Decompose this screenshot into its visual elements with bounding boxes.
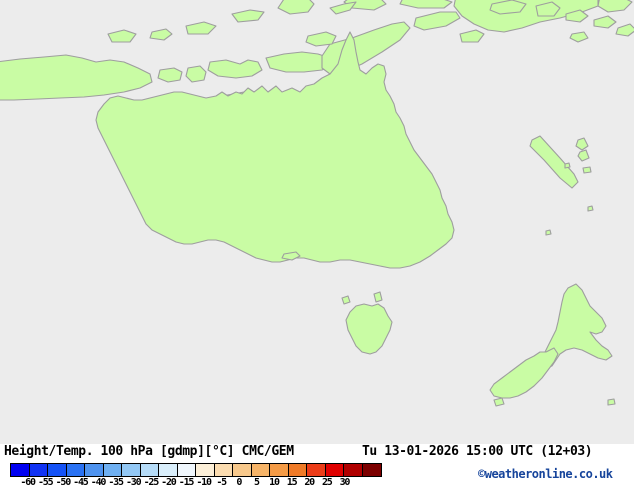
colorbar-tick--15: -15 — [178, 477, 195, 488]
colorbar-tick-5: 5 — [253, 477, 260, 488]
land-king-island — [341, 295, 351, 305]
colorbar-tick-20: 20 — [304, 477, 315, 488]
land-sumbawa — [207, 59, 263, 79]
colorbar-tick--45: -45 — [73, 477, 89, 488]
colorbar-tick-15: 15 — [286, 477, 298, 488]
colorbar-tick-30: 30 — [339, 477, 351, 488]
land-nz-stewart-island — [493, 397, 505, 407]
land-small-island-d — [231, 9, 265, 23]
colorbar-swatch-9 — [177, 464, 196, 476]
land-australia-mainland — [95, 31, 455, 269]
colorbar-swatch-19 — [362, 464, 381, 476]
colorbar-tick--25: -25 — [143, 477, 160, 488]
legend-title: Height/Temp. 100 hPa [gdmp][°C] CMC/GEM — [4, 444, 294, 459]
land-micro-island-b — [587, 205, 594, 212]
colorbar-swatch-6 — [122, 464, 141, 476]
colorbar-swatch-4 — [85, 464, 104, 476]
map-canvas[interactable] — [0, 0, 634, 444]
colorbar-tick--20: -20 — [161, 477, 177, 488]
land-tasmania — [345, 303, 393, 355]
land-micro-island-a — [545, 229, 552, 236]
colorbar-swatch-14 — [270, 464, 289, 476]
colorbar-swatch-2 — [48, 464, 67, 476]
colorbar-tick--60: -60 — [20, 477, 36, 488]
colorbar-swatch-17 — [325, 464, 344, 476]
landmasses — [0, 0, 634, 407]
colorbar-tick-25: 25 — [321, 477, 333, 488]
land-flinders-island — [373, 291, 383, 303]
colorbar-swatch-10 — [196, 464, 215, 476]
land-aru — [459, 29, 485, 43]
land-bougainville — [535, 1, 561, 17]
land-fiji-dot — [582, 166, 592, 174]
land-micro-island-c — [564, 162, 571, 169]
land-wetar — [413, 11, 461, 31]
land-lombok — [185, 65, 207, 83]
land-solomon-c — [615, 23, 634, 37]
colorbar-swatch-13 — [251, 464, 270, 476]
land-chatham-dot — [607, 398, 616, 406]
land-kangaroo-island — [281, 251, 301, 261]
map-graphic[interactable] — [0, 0, 634, 444]
colorbar-tick--5: -5 — [216, 477, 227, 488]
land-bali — [157, 67, 183, 83]
copyright-credit: ©weatheronline.co.uk — [478, 467, 613, 481]
land-nz-north-island — [541, 283, 613, 369]
colorbar-tick--35: -35 — [108, 477, 124, 488]
colorbar[interactable]: -60 -55 -50 -45 -40 -35 -30 -25 -20 -15 -10 -5 0 5 10 1… — [10, 463, 382, 489]
land-seram — [399, 0, 453, 9]
colorbar-tick-labels: -60 -55 -50 -45 -40 -35 -30 -25 -20 -15 -10 -5 0 5 10 1… — [10, 477, 362, 489]
colorbar-swatch-0 — [11, 464, 30, 476]
land-png-east — [597, 0, 633, 13]
land-java — [0, 54, 153, 101]
colorbar-tick--55: -55 — [37, 477, 54, 488]
colorbar-swatch-15 — [288, 464, 307, 476]
legend-footer: Height/Temp. 100 hPa [gdmp][°C] CMC/GEM … — [0, 444, 634, 490]
colorbar-tick-10: 10 — [269, 477, 280, 488]
land-sulawesi-tip — [277, 0, 315, 15]
colorbar-tick--30: -30 — [125, 477, 142, 488]
land-solomon-d — [569, 31, 589, 43]
colorbar-swatches[interactable] — [10, 463, 382, 477]
land-new-guinea-tail — [329, 1, 357, 15]
land-small-island-b — [149, 28, 173, 41]
colorbar-swatch-1 — [29, 464, 48, 476]
colorbar-swatch-11 — [214, 464, 233, 476]
land-small-island-a — [107, 29, 137, 43]
land-vanuatu-b — [577, 149, 590, 162]
land-alor — [305, 31, 337, 47]
colorbar-tick--50: -50 — [55, 477, 72, 488]
colorbar-swatch-18 — [344, 464, 363, 476]
legend-datetime: Tu 13-01-2026 15:00 UTC (12+03) — [362, 444, 593, 459]
colorbar-tick-0: 0 — [236, 477, 242, 488]
land-small-island-c — [185, 21, 217, 35]
colorbar-tick--40: -40 — [90, 477, 107, 488]
colorbar-tick--10: -10 — [196, 477, 212, 488]
colorbar-swatch-8 — [159, 464, 178, 476]
colorbar-swatch-3 — [66, 464, 85, 476]
land-new-caledonia — [529, 135, 579, 189]
land-solomon-b — [593, 15, 617, 29]
land-solomon-a — [565, 9, 589, 23]
colorbar-swatch-12 — [233, 464, 252, 476]
land-vanuatu-a — [575, 137, 589, 151]
colorbar-swatch-7 — [140, 464, 159, 476]
colorbar-swatch-16 — [307, 464, 326, 476]
colorbar-swatch-5 — [103, 464, 122, 476]
land-new-britain — [489, 0, 527, 15]
